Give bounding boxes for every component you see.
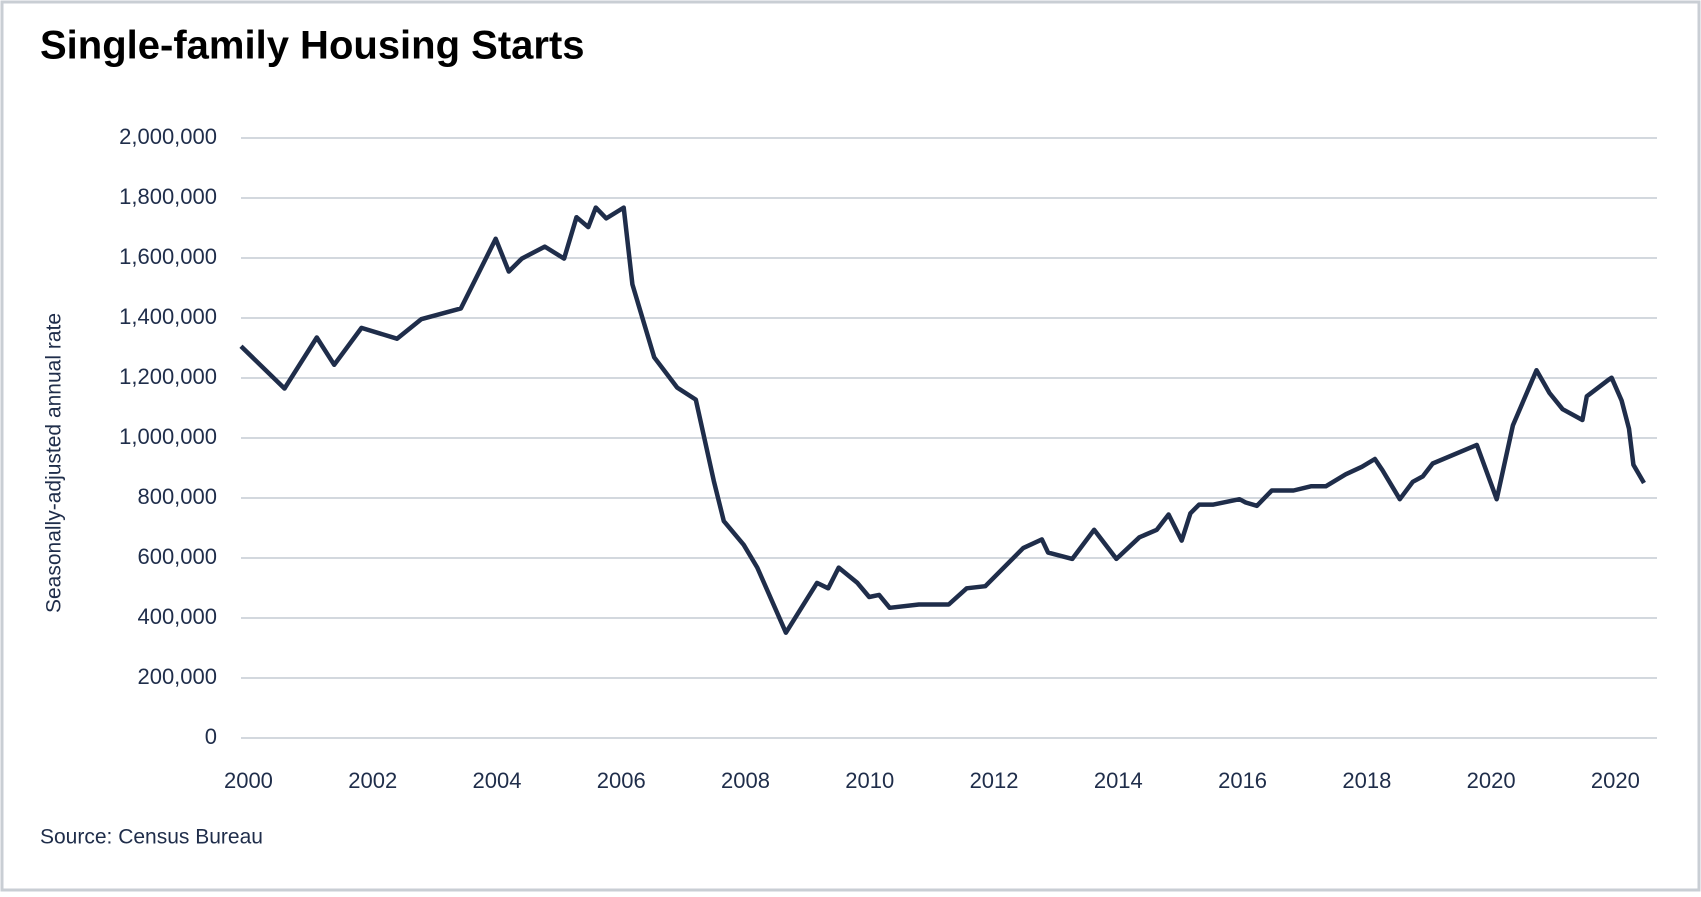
y-tick-label: 1,000,000 (119, 424, 217, 449)
y-tick-label: 800,000 (137, 484, 217, 509)
x-tick-label: 2020 (1591, 768, 1640, 793)
y-tick-label: 1,400,000 (119, 304, 217, 329)
x-tick-label: 2006 (597, 768, 646, 793)
y-tick-label: 1,600,000 (119, 244, 217, 269)
x-tick-label: 2012 (970, 768, 1019, 793)
data-line (239, 205, 1646, 635)
x-tick-label: 2016 (1218, 768, 1267, 793)
y-tick-label: 1,800,000 (119, 184, 217, 209)
x-tick-label: 2000 (224, 768, 273, 793)
chart-title: Single-family Housing Starts (40, 24, 585, 68)
x-tick-label: 2010 (845, 768, 894, 793)
y-axis-label: Seasonally-adjusted annual rate (43, 313, 66, 613)
y-tick-label: 400,000 (137, 604, 217, 629)
y-tick-label: 1,200,000 (119, 364, 217, 389)
source-note: Source: Census Bureau (40, 826, 263, 849)
x-tick-label: 2002 (348, 768, 397, 793)
x-tick-label: 2020 (1467, 768, 1516, 793)
y-tick-label: 0 (205, 724, 217, 749)
x-tick-label: 2008 (721, 768, 770, 793)
y-tick-label: 200,000 (137, 664, 217, 689)
y-tick-label: 2,000,000 (119, 124, 217, 149)
y-tick-label: 600,000 (137, 544, 217, 569)
x-tick-label: 2018 (1342, 768, 1391, 793)
x-tick-label: 2004 (473, 768, 522, 793)
x-tick-label: 2014 (1094, 768, 1143, 793)
